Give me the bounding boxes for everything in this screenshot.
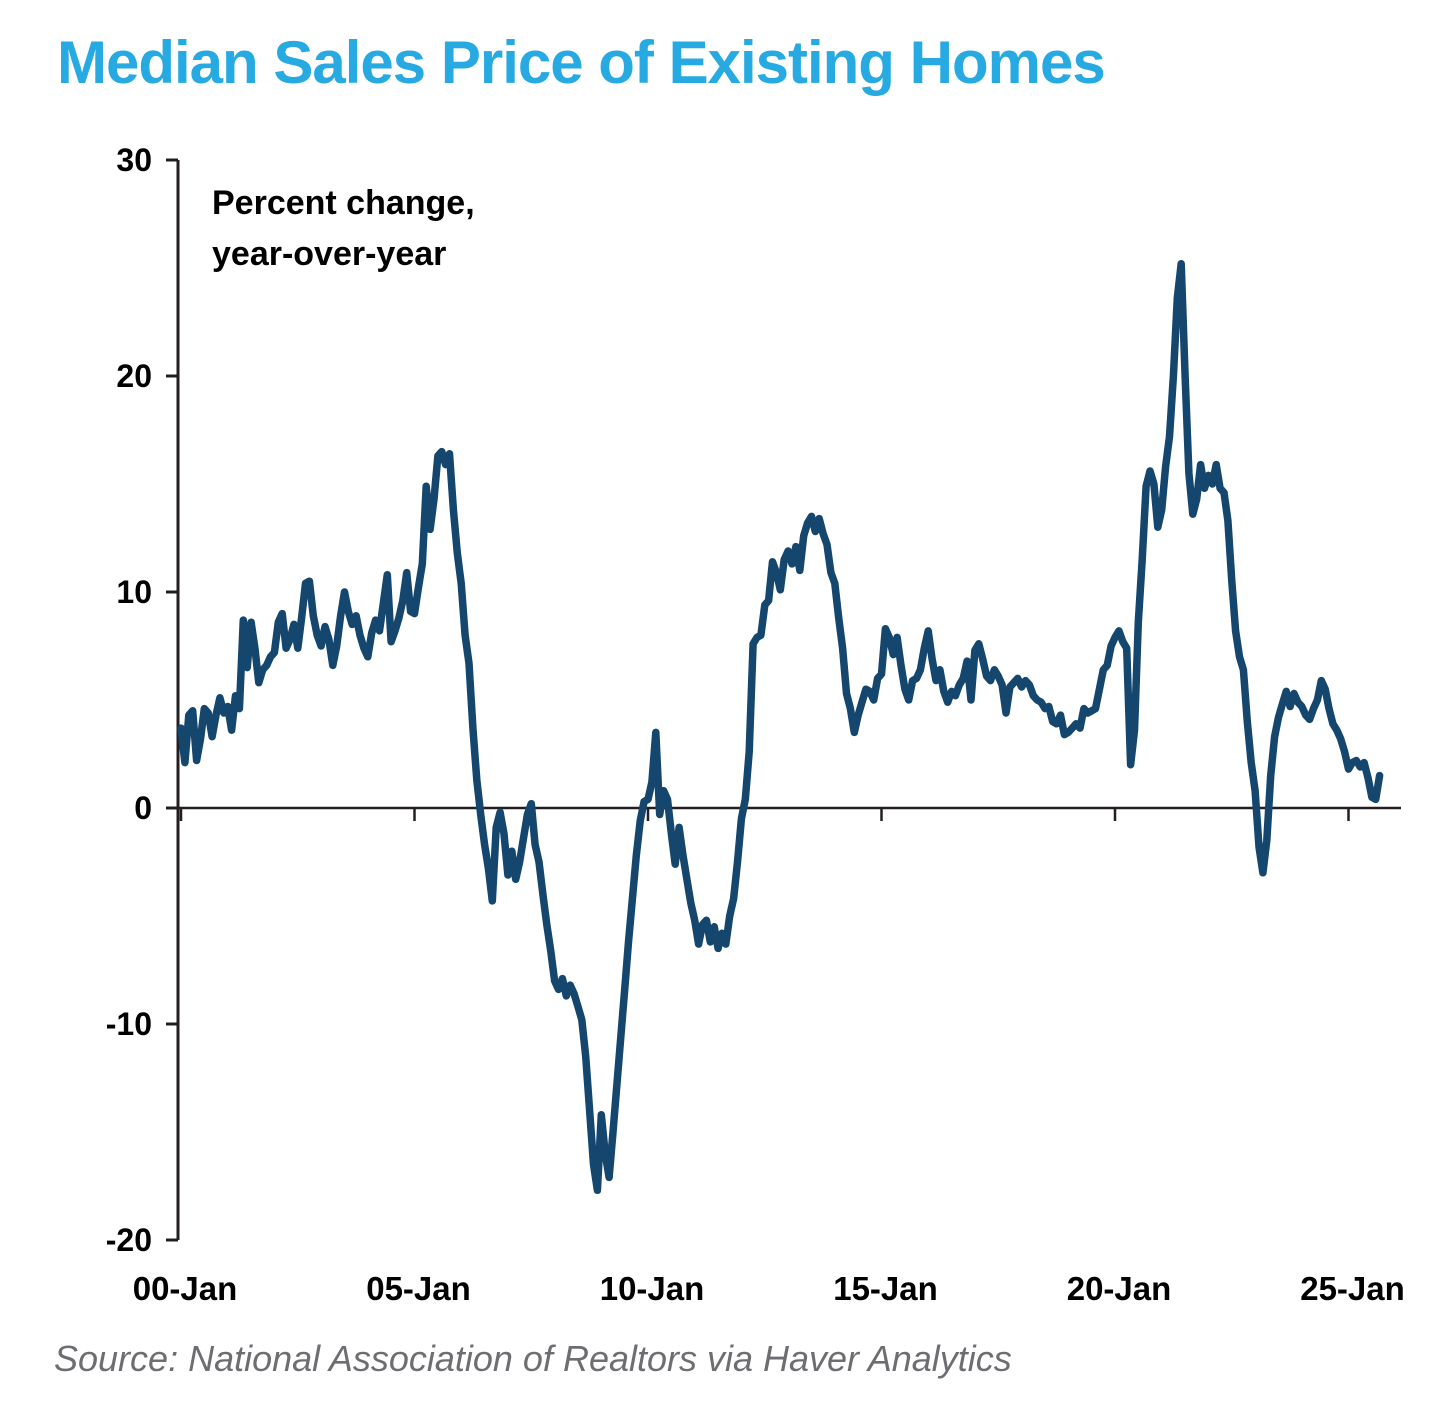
x-tick-label: 20-Jan [1067, 1270, 1172, 1307]
y-tick-label: -20 [106, 1222, 152, 1258]
tick-labels: 30 20 10 0 -10 -20 00-Jan 05-Jan 10-Jan 15-Jan 20-… [106, 142, 1405, 1307]
x-tick-label: 00-Jan [133, 1270, 238, 1307]
x-tick-label: 05-Jan [366, 1270, 471, 1307]
y-tick-label: -10 [106, 1006, 152, 1042]
x-tick-label: 25-Jan [1300, 1270, 1405, 1307]
axes [166, 158, 1401, 1242]
x-tick-label: 10-Jan [600, 1270, 705, 1307]
source-caption: Source: National Association of Realtors… [54, 1338, 1012, 1379]
data-line [177, 259, 1384, 1195]
y-axis-unit-annotation: Percent change, year-over-year [212, 184, 475, 273]
y-tick-label: 0 [134, 790, 152, 826]
y-tick-label: 10 [116, 574, 152, 610]
y-tick-label: 30 [116, 142, 152, 178]
x-tick-label: 15-Jan [833, 1270, 938, 1307]
chart-title: Median Sales Price of Existing Homes [57, 29, 1106, 96]
y-tick-label: 20 [116, 358, 152, 394]
